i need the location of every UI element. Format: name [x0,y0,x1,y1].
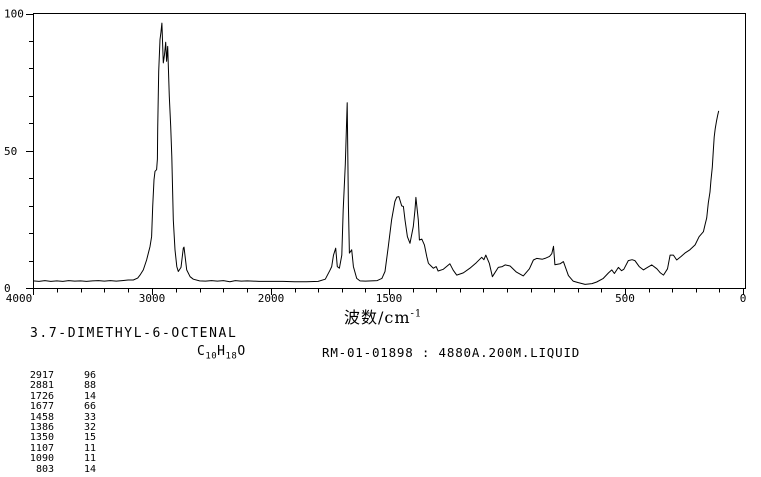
peak-table-row: 1677 66 [14,401,96,413]
peak-wavenumber: 1107 [29,442,54,454]
formula-element-c: C [197,344,206,359]
peak-wavenumber: 803 [35,463,54,475]
peak-wavenumber: 1458 [29,411,54,423]
peak-table-row: 1386 32 [14,422,96,434]
peak-intensity: 96 [83,370,96,381]
x-tick-label: 1500 [376,292,403,305]
peak-intensity: 66 [83,401,96,413]
x-axis-title: 波数/cm-1 [344,304,422,328]
compound-name: 3.7-DIMETHYL-6-OCTENAL [30,326,238,341]
peak-wavenumber: 1386 [29,422,54,434]
peak-intensity: 32 [83,422,96,434]
plot-border [33,13,746,289]
peak-table-row: 1107 11 [14,442,96,454]
y-tick-label: 50 [4,145,17,158]
peak-table-row: 2881 88 [14,380,96,392]
peak-intensity: 11 [83,453,96,465]
formula-sub-18: 18 [225,351,238,362]
peak-table-row: 2917 96 [14,370,96,381]
peak-wavenumber: 1726 [29,390,54,402]
catalog-reference: RM-01-01898 : 4880A.200M.LIQUID [322,345,581,360]
peak-wavenumber: 1677 [29,401,54,413]
peak-wavenumber: 1090 [29,453,54,465]
formula-element-h: H [217,344,226,359]
peak-table: 2917 96 2881 88 1726 14 1677 66 1458 33 1386 32 1350… [14,370,96,475]
x-tick-label: 0 [740,292,747,305]
x-tick-label: 500 [615,292,635,305]
peak-table-row: 1090 11 [14,453,96,465]
y-tick-label: 100 [4,8,24,21]
peak-intensity: 88 [83,380,96,392]
peak-intensity: 33 [83,411,96,423]
peak-table-row: 803 14 [14,463,96,475]
x-tick-label: 3000 [139,292,166,305]
peak-intensity: 15 [83,432,96,444]
peak-intensity: 14 [83,390,96,402]
peak-wavenumber: 1350 [29,432,54,444]
peak-table-row: 1350 15 [14,432,96,444]
peak-wavenumber: 2881 [29,380,54,392]
x-axis-title-text: 波数/cm [344,308,411,327]
peak-wavenumber: 2917 [29,370,54,381]
spectrum-curve [32,22,720,285]
peak-table-row: 1726 14 [14,390,96,402]
x-axis-title-superscript: -1 [410,308,423,320]
x-tick-label: 4000 [6,292,33,305]
peak-table-row: 1458 33 [14,411,96,423]
x-tick-label: 2000 [258,292,285,305]
peak-intensity: 14 [83,463,96,475]
formula-element-o: O [237,344,246,359]
y-tick-label: 0 [4,282,11,295]
chemical-formula: C10H18O [197,344,246,362]
formula-sub-10: 10 [205,351,218,362]
peak-intensity: 11 [83,442,96,454]
